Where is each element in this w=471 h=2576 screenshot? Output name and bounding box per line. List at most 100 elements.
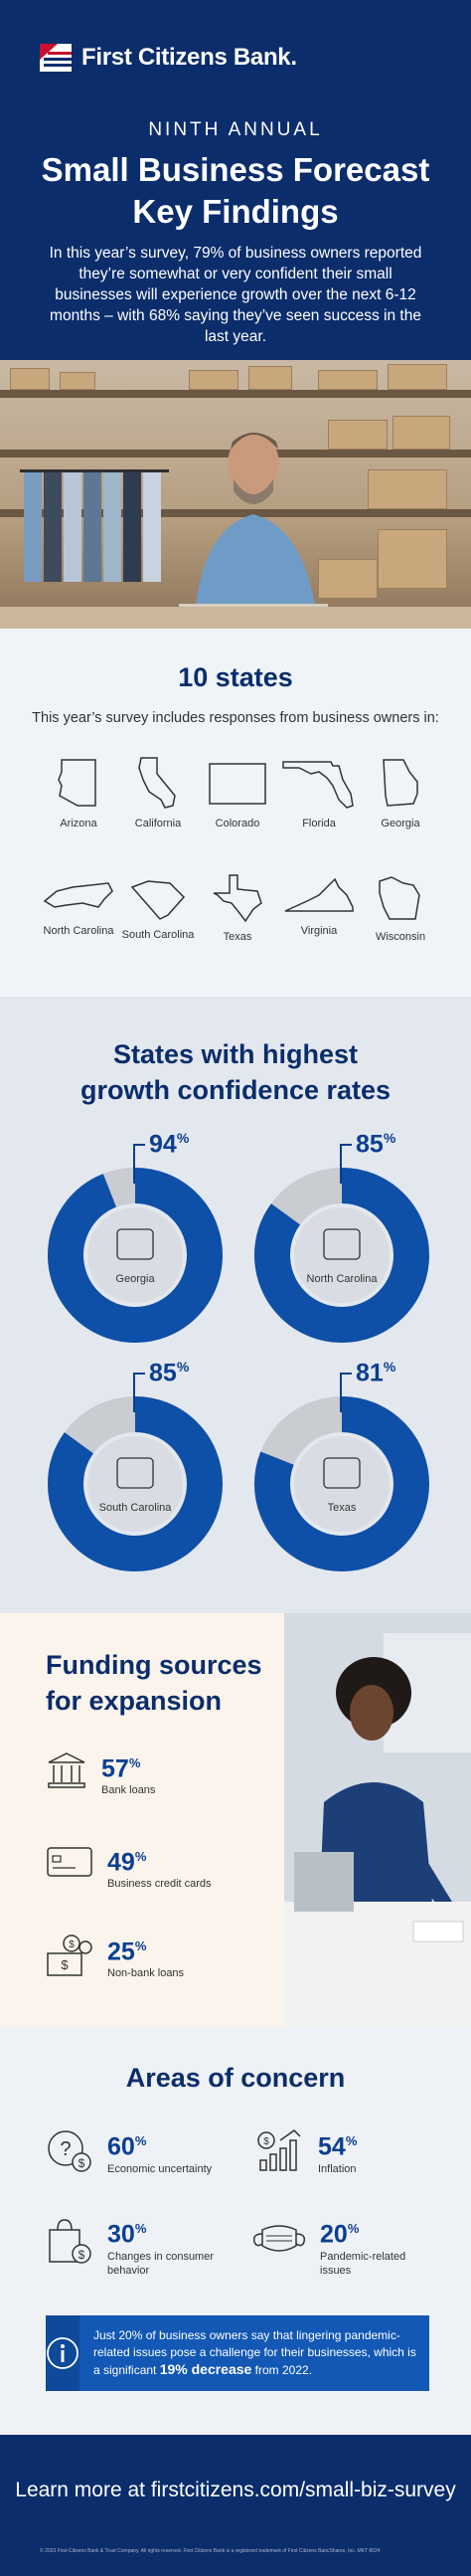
funding-title-line-2: for expansion <box>46 1686 223 1716</box>
leader-line <box>133 1373 145 1375</box>
title-line-1: Small Business Forecast <box>41 151 430 188</box>
state-south-carolina: South Carolina <box>113 877 203 941</box>
donut-north-carolina: North Carolina 85% <box>252 1130 431 1345</box>
state-label: South Carolina <box>121 929 195 941</box>
concern-text: 60% Economic uncertainty <box>107 2128 212 2176</box>
donut-state-label: Texas <box>327 1502 357 1514</box>
states-title: 10 states <box>178 662 293 692</box>
bank-icon <box>48 1752 85 1788</box>
north-carolina-outline-icon <box>43 882 113 908</box>
credit-card-icon <box>47 1847 92 1877</box>
donut-value-label: 81% <box>356 1359 396 1387</box>
funding-label: Business credit cards <box>107 1878 212 1891</box>
svg-text:$: $ <box>78 2248 85 2262</box>
state-arizona: Arizona <box>34 756 123 829</box>
warehouse-photo <box>0 360 471 629</box>
state-virginia: Virginia <box>274 877 364 937</box>
garment <box>103 472 121 582</box>
leader-line <box>340 1373 342 1412</box>
georgia-outline-icon <box>383 759 418 807</box>
garment <box>24 472 42 582</box>
state-label: Texas <box>223 931 252 943</box>
state-outline-icon <box>323 1457 361 1489</box>
state-label: California <box>134 818 182 829</box>
box <box>392 416 450 450</box>
box <box>328 420 388 450</box>
state-california: California <box>113 756 203 829</box>
state-north-carolina: North Carolina <box>34 877 123 937</box>
concern-value: 54% <box>318 2132 358 2161</box>
donut-state-label: South Carolina <box>98 1502 172 1514</box>
learn-more-link[interactable]: Learn more at firstcitizens.com/small-bi… <box>15 2479 456 2501</box>
box <box>388 364 447 390</box>
arizona-outline-icon <box>58 759 96 807</box>
intro-text: In this year’s survey, 79% of business o… <box>49 245 422 345</box>
donut-arc <box>254 1168 429 1343</box>
question-money-icon: ? $ <box>48 2130 91 2172</box>
state-outline-icon <box>116 1457 154 1489</box>
donut-south-carolina: South Carolina 85% <box>46 1359 225 1573</box>
woman-at-laptop-photo <box>284 1613 471 2027</box>
donut-arc <box>48 1396 223 1571</box>
garment <box>44 472 62 582</box>
leader-line <box>133 1144 145 1146</box>
funding-item-non-bank-loans: $ $ 25% Non-bank loans <box>46 1933 184 1979</box>
growth-title: States with highest growth confidence ra… <box>0 1036 471 1108</box>
state-texas: Texas <box>193 873 282 943</box>
growth-title-line-2: growth confidence rates <box>79 1075 392 1105</box>
counter <box>0 607 471 629</box>
callout-text: Just 20% of business owners say that lin… <box>93 2328 416 2377</box>
concern-item-economic: ? $ 60% Economic uncertainty <box>46 2128 212 2176</box>
concern-text: 30% Changes in consumer behavior <box>107 2216 236 2278</box>
donut-center <box>294 1207 390 1303</box>
state-label: Arizona <box>60 818 97 829</box>
leader-line <box>340 1144 342 1184</box>
funding-title: Funding sources for expansion <box>46 1647 262 1719</box>
concern-label: Economic uncertainty <box>107 2163 213 2176</box>
donut-arc <box>254 1396 429 1571</box>
cash-icon: $ $ <box>47 1934 92 1976</box>
california-outline-icon <box>138 757 176 809</box>
concern-label: Inflation <box>318 2163 357 2176</box>
box <box>318 559 378 599</box>
clothing-rack <box>20 469 169 472</box>
state-label: North Carolina <box>43 925 114 937</box>
box <box>318 370 378 390</box>
state-colorado: Colorado <box>193 756 282 829</box>
title-line-2: Key Findings <box>132 193 339 230</box>
funding-text: 49% Business credit cards <box>107 1844 212 1890</box>
leader-line <box>340 1373 352 1375</box>
concern-section: Areas of concern ? $ 60% Economic uncert… <box>0 2027 471 2435</box>
callout-highlight: 19% decrease <box>159 2361 252 2377</box>
funding-item-credit-cards: 49% Business credit cards <box>46 1844 212 1890</box>
concern-value: 60% <box>107 2132 147 2161</box>
funding-value: 57% <box>101 1754 141 1783</box>
concern-text: 20% Pandemic-related issues <box>320 2216 419 2278</box>
donut-georgia: Georgia 94% <box>46 1130 225 1345</box>
box <box>368 469 447 509</box>
donut-arc <box>48 1168 223 1343</box>
texas-outline-icon <box>213 874 262 923</box>
box <box>248 366 292 390</box>
concern-label: Pandemic-related issues <box>320 2251 406 2278</box>
concern-item-pandemic: 20% Pandemic-related issues <box>250 2216 419 2278</box>
eyebrow-text: NINTH ANNUAL <box>148 119 323 140</box>
svg-text:$: $ <box>263 2136 269 2147</box>
brand-logo[interactable]: First Citizens Bank. <box>38 40 297 76</box>
concern-text: 54% Inflation <box>318 2128 357 2176</box>
box <box>60 372 95 390</box>
funding-title-line-1: Funding sources <box>46 1650 262 1680</box>
donut-state-label: Georgia <box>115 1273 155 1285</box>
funding-value: 25% <box>107 1937 147 1966</box>
donut-center <box>294 1436 390 1532</box>
footer: Learn more at firstcitizens.com/small-bi… <box>0 2435 471 2576</box>
header: First Citizens Bank. NINTH ANNUAL Small … <box>0 0 471 360</box>
mask-icon <box>252 2225 306 2252</box>
funding-item-bank-loans: 57% Bank loans <box>46 1750 155 1796</box>
funding-text: 57% Bank loans <box>101 1750 155 1796</box>
leader-line <box>340 1144 352 1146</box>
svg-text:$: $ <box>61 1957 69 1972</box>
state-florida: Florida <box>274 756 364 829</box>
state-label: Florida <box>302 818 336 829</box>
